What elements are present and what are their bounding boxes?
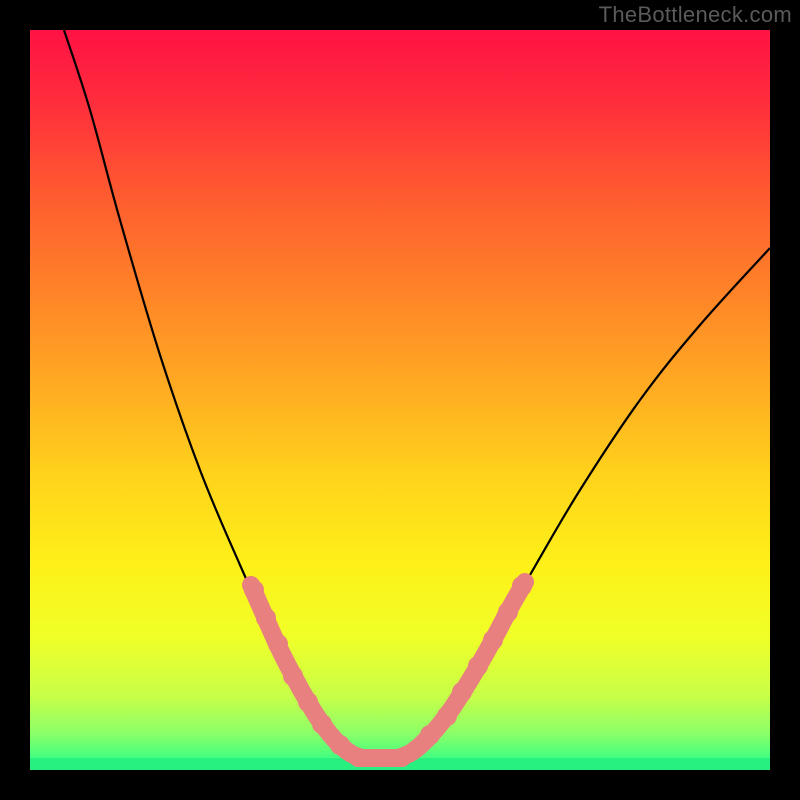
chart-svg: [0, 0, 800, 800]
plot-background: [30, 30, 770, 770]
chart-container: TheBottleneck.com: [0, 0, 800, 800]
pink-dot-right-3: [468, 656, 488, 676]
pink-dot-right-6: [512, 576, 532, 596]
pink-dot-right-4: [483, 630, 503, 650]
pink-dot-left-1: [256, 608, 276, 628]
pink-dot-left-4: [298, 692, 318, 712]
watermark-label: TheBottleneck.com: [599, 2, 792, 28]
pink-dot-left-2: [268, 634, 288, 654]
pink-dot-right-5: [498, 602, 518, 622]
pink-dot-right-0: [420, 725, 440, 745]
pink-dot-left-5: [312, 714, 332, 734]
pink-dot-right-1: [437, 706, 457, 726]
pink-dot-left-6: [330, 735, 350, 755]
pink-dot-right-2: [452, 682, 472, 702]
pink-dot-left-3: [283, 666, 303, 686]
pink-dot-left-0: [244, 580, 264, 600]
